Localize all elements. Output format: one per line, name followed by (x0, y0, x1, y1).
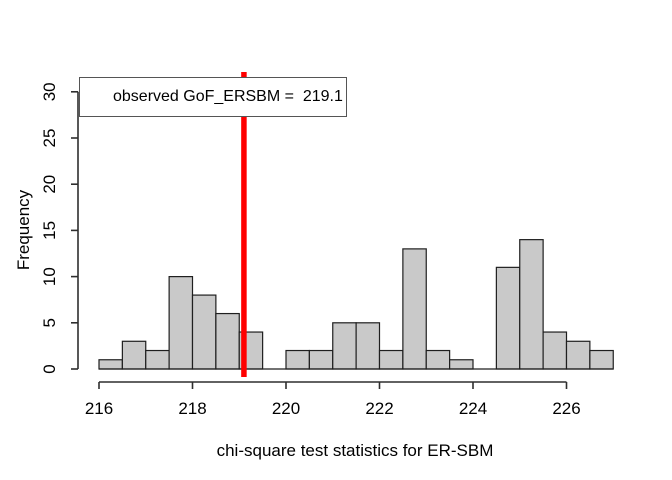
legend-label: observed GoF_ERSBM = 219.1 (113, 88, 343, 105)
x-tick-label: 224 (459, 399, 487, 418)
histogram-bar (425, 349, 451, 370)
y-tick-label: 10 (40, 267, 59, 286)
x-tick-label: 226 (552, 399, 580, 418)
histogram-bar (495, 266, 521, 370)
histogram-bar (121, 340, 147, 370)
histogram-bar (589, 349, 614, 370)
histogram-bar (542, 331, 568, 370)
histogram-bar (355, 322, 381, 370)
histogram-bar (565, 340, 591, 370)
y-tick-label: 25 (40, 129, 59, 148)
histogram-bar (332, 322, 357, 370)
y-tick-label: 15 (40, 221, 59, 240)
histogram-bar (98, 359, 123, 370)
x-tick-label: 216 (85, 399, 113, 418)
histogram-bar (378, 349, 404, 370)
x-tick-label: 222 (365, 399, 393, 418)
y-tick-label: 0 (40, 364, 59, 373)
y-tick-label: 30 (40, 82, 59, 101)
x-tick-label: 220 (272, 399, 300, 418)
y-axis-label: Frequency (14, 189, 33, 271)
histogram-bar (308, 349, 334, 370)
histogram-bar (449, 359, 474, 370)
histogram-bar (402, 248, 427, 370)
y-tick-label: 20 (40, 175, 59, 194)
x-tick-label: 218 (178, 399, 206, 418)
histogram-bar (215, 312, 240, 370)
x-axis-label: chi-square test statistics for ER-SBM (216, 441, 494, 460)
histogram-bar (519, 239, 544, 370)
legend-box: observed GoF_ERSBM = 219.1 (79, 77, 347, 117)
histogram-bar (191, 294, 217, 370)
histogram-bar (285, 349, 310, 370)
y-tick-label: 5 (40, 318, 59, 327)
histogram-bar (145, 349, 170, 370)
histogram-bar (168, 276, 194, 370)
